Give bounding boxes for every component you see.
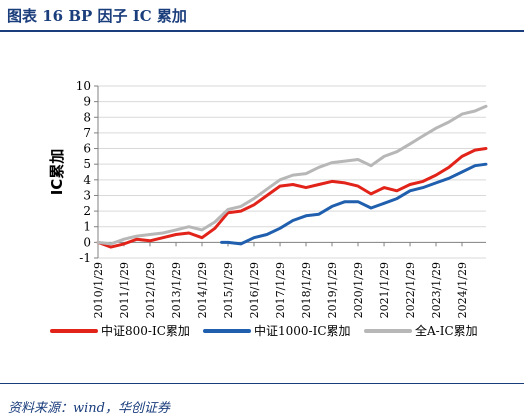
y-tick-label: 4: [83, 173, 91, 187]
x-tick-label: 2011/1/29: [118, 262, 131, 318]
y-tick-label: 8: [83, 110, 91, 124]
x-tick-label: 2014/1/29: [196, 262, 209, 318]
y-tick-labels: -1 01 2 34 56 7 89 10: [76, 79, 92, 265]
x-tick-label: 2013/1/29: [170, 262, 183, 318]
x-tick-labels: 2010/1/29 2011/1/29 2012/1/29 2013/1/29 2014…: [92, 262, 469, 318]
x-tick-label: 2020/1/29: [352, 262, 365, 318]
title-rule: [0, 30, 524, 32]
y-tick-label: 0: [83, 235, 91, 249]
y-tick-label: 3: [83, 188, 91, 202]
source-rule: [0, 383, 524, 384]
legend: 中证800-IC累加 中证1000-IC累加 全A-IC累加: [50, 323, 478, 338]
series-line-1: [96, 147, 488, 249]
x-tick-label: 2018/1/29: [300, 262, 313, 318]
y-axis-label: IC累加: [48, 149, 66, 196]
legend-label-1: 中证800-IC累加: [101, 323, 190, 338]
y-tick-label: 1: [83, 220, 91, 234]
y-tick-label: 7: [83, 126, 91, 140]
x-tick-label: 2019/1/29: [326, 262, 339, 318]
x-tick-label: 2023/1/29: [430, 262, 443, 318]
y-tick-label: 9: [83, 95, 91, 109]
x-tick-label: 2016/1/29: [248, 262, 261, 318]
figure-title: 图表 16 BP 因子 IC 累加: [7, 7, 187, 25]
series-line-3: [96, 104, 488, 246]
source-note: 资料来源：wind，华创证券: [8, 401, 170, 416]
grid-lines: [98, 85, 486, 259]
y-tick-label: 5: [83, 157, 91, 171]
x-tick-label: 2012/1/29: [144, 262, 157, 318]
legend-label-3: 全A-IC累加: [415, 323, 478, 338]
x-tick-label: 2024/1/29: [456, 262, 469, 318]
legend-label-2: 中证1000-IC累加: [254, 323, 351, 338]
y-tick-label: 2: [83, 204, 91, 218]
x-tick-label: 2022/1/29: [404, 262, 417, 318]
y-tick-label: -1: [79, 251, 91, 265]
x-tick-label: 2015/1/29: [222, 262, 235, 318]
series-lines: [96, 104, 488, 249]
x-tick-label: 2021/1/29: [378, 262, 391, 318]
y-tick-label: 6: [83, 142, 91, 156]
x-tick-label: 2017/1/29: [274, 262, 287, 318]
axes: [94, 85, 486, 259]
x-tick-label: 2010/1/29: [92, 262, 105, 318]
y-tick-label: 10: [76, 79, 91, 93]
series-line-2: [220, 162, 488, 246]
